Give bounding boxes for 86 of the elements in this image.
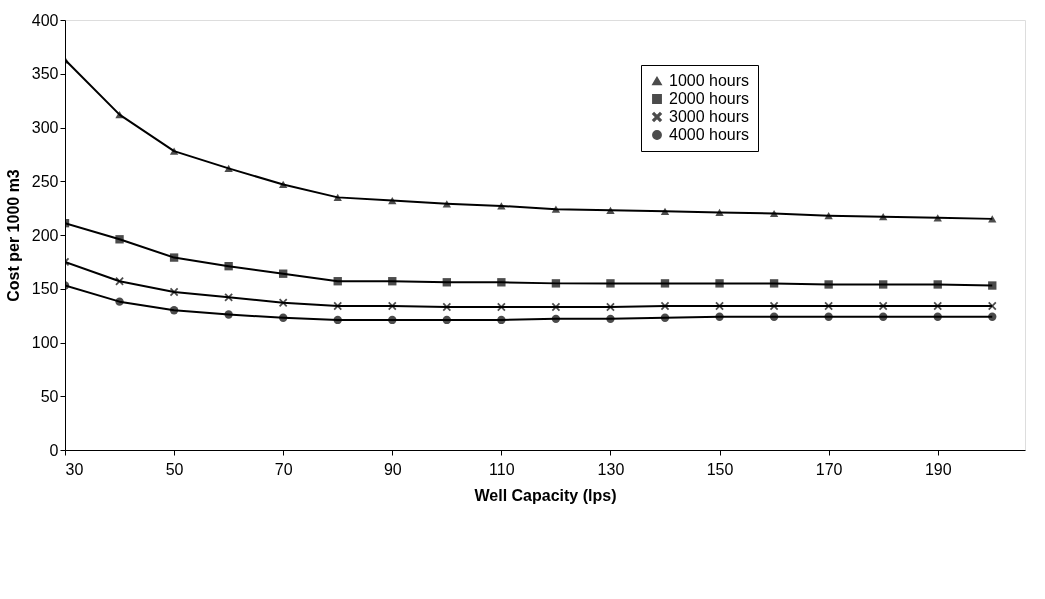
point xyxy=(769,209,779,218)
point xyxy=(224,310,233,319)
point xyxy=(333,193,342,201)
point xyxy=(497,202,506,210)
x-tick-label: 110 xyxy=(489,460,515,478)
point xyxy=(988,312,997,321)
point xyxy=(933,312,942,321)
point xyxy=(388,315,397,325)
point xyxy=(333,301,342,311)
point xyxy=(933,280,942,289)
point xyxy=(824,212,833,220)
x-axis-title: Well Capacity (lps) xyxy=(474,486,617,504)
point xyxy=(169,306,179,315)
point xyxy=(879,301,888,311)
legend-label: 4000 hours xyxy=(669,126,750,143)
point xyxy=(879,280,888,289)
y-tick-label: 400 xyxy=(31,11,59,29)
point xyxy=(388,277,397,286)
point xyxy=(824,312,833,321)
point xyxy=(551,205,561,213)
y-tick-label: 50 xyxy=(40,387,59,405)
point xyxy=(879,312,888,321)
point xyxy=(879,213,888,221)
point xyxy=(824,280,833,289)
point xyxy=(279,298,288,307)
x-tick-label: 170 xyxy=(815,460,843,478)
point xyxy=(660,301,670,311)
point xyxy=(442,278,451,287)
point xyxy=(497,278,506,287)
x-tick-label: 30 xyxy=(65,460,84,478)
point xyxy=(660,207,670,215)
point xyxy=(115,277,124,286)
point xyxy=(442,302,451,312)
point xyxy=(769,279,779,288)
point xyxy=(988,301,997,311)
point xyxy=(169,147,179,155)
point xyxy=(988,281,997,290)
legend-label: 2000 hours xyxy=(669,90,750,107)
point xyxy=(224,293,233,302)
point xyxy=(606,279,615,288)
x-tick-label: 150 xyxy=(706,460,734,478)
y-axis-title: Cost per 1000 m3 xyxy=(4,169,22,302)
point xyxy=(551,302,561,312)
point xyxy=(606,206,615,214)
legend-label: 3000 hours xyxy=(669,108,750,125)
point xyxy=(333,277,342,286)
point xyxy=(551,314,561,324)
point xyxy=(442,315,451,325)
y-tick-label: 150 xyxy=(31,280,59,298)
point xyxy=(115,297,124,306)
point xyxy=(279,269,288,278)
point xyxy=(769,312,779,321)
y-tick-label: 0 xyxy=(49,441,59,459)
point xyxy=(769,301,779,311)
x-tick-label: 190 xyxy=(924,460,952,478)
y-tick-label: 250 xyxy=(31,172,59,190)
point xyxy=(388,196,397,205)
point xyxy=(279,180,288,189)
point xyxy=(660,313,670,322)
x-tick-label: 50 xyxy=(165,460,184,478)
point xyxy=(115,235,124,244)
point xyxy=(715,312,724,321)
y-tick-label: 350 xyxy=(31,65,59,83)
point xyxy=(388,301,397,311)
legend-label: 1000 hours xyxy=(669,72,750,89)
point xyxy=(497,315,506,325)
point xyxy=(224,164,233,172)
point xyxy=(224,261,233,271)
x-tick-label: 130 xyxy=(597,460,625,478)
point xyxy=(279,313,288,322)
point xyxy=(333,315,342,325)
y-tick-label: 100 xyxy=(31,334,59,351)
y-tick-label: 200 xyxy=(31,226,59,244)
point xyxy=(933,301,942,311)
point xyxy=(715,279,724,288)
point xyxy=(606,314,615,324)
y-tick-label: 300 xyxy=(31,119,59,136)
point xyxy=(660,279,670,288)
point xyxy=(169,287,179,297)
point xyxy=(715,208,724,217)
point xyxy=(169,253,179,262)
point xyxy=(442,200,451,208)
point xyxy=(115,110,124,119)
x-tick-label: 90 xyxy=(383,460,402,478)
point xyxy=(551,279,561,288)
x-tick-label: 70 xyxy=(274,460,293,478)
